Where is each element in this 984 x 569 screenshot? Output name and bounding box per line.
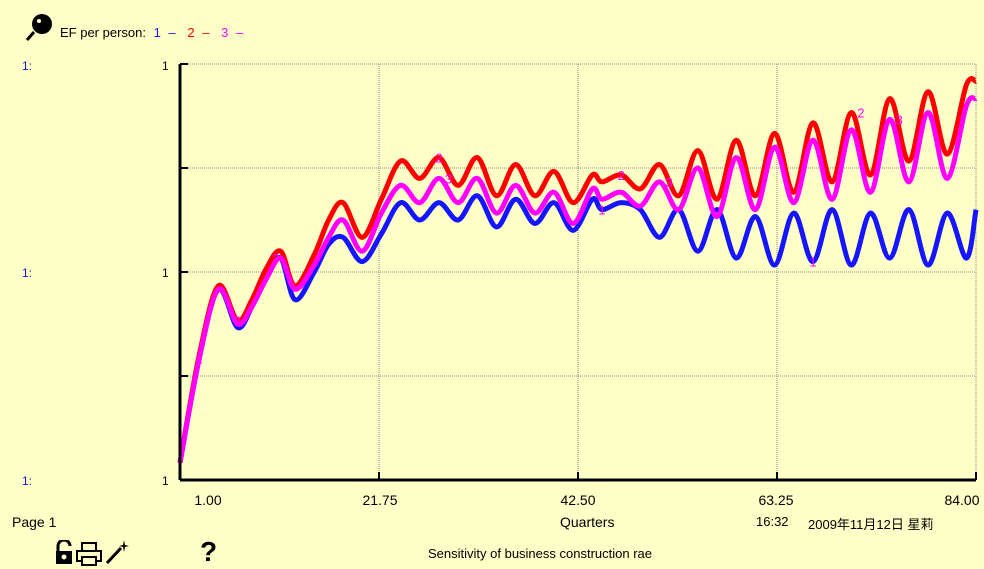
y-value-bot: 1	[162, 474, 169, 488]
date-stamp: 2009年11月12日 星莉	[808, 517, 934, 532]
series-line-1	[177, 193, 979, 464]
legend-item-3: 3 –	[221, 25, 247, 40]
series-marker-2: 2	[618, 168, 625, 183]
time-stamp: 16:32	[756, 514, 789, 529]
legend-label: 3	[221, 25, 229, 40]
legend-prefix: EF per person:	[60, 25, 146, 40]
series-marker-1: 1	[598, 203, 605, 218]
series-marker-1: 1	[809, 255, 816, 270]
lock-icon[interactable]	[54, 540, 74, 566]
series-line-2	[177, 76, 977, 464]
legend-item-1: 1 –	[154, 25, 180, 40]
chart-legend: EF per person: 1 – 2 – 3 –	[60, 25, 251, 40]
legend-dash: –	[202, 25, 210, 40]
series-marker-3: 3	[665, 175, 672, 190]
y-value-top: 1	[162, 59, 169, 73]
x-tick: 1.00	[194, 492, 222, 508]
legend-dash: –	[168, 25, 176, 40]
series-marker-3: 3	[445, 171, 452, 186]
page-label: Page 1	[12, 514, 57, 530]
series-marker-1: 1	[196, 352, 203, 367]
help-icon[interactable]: ?	[200, 536, 218, 567]
wand-icon[interactable]	[104, 538, 130, 566]
series-marker-2: 2	[234, 314, 241, 329]
chart-lines	[177, 76, 979, 464]
x-tick: 21.75	[362, 492, 398, 508]
pin-icon[interactable]	[24, 12, 56, 42]
x-axis-label: Quarters	[560, 514, 615, 530]
series-marker-3: 3	[272, 251, 279, 266]
x-tick: 84.00	[944, 492, 980, 508]
y-series-bot: 1:	[22, 474, 33, 488]
series-line-3	[177, 95, 978, 464]
y-value-mid: 1	[162, 266, 169, 280]
x-tick: 42.50	[560, 492, 596, 508]
series-marker-3: 3	[896, 112, 903, 127]
series-marker-2: 2	[857, 106, 864, 121]
print-icon[interactable]	[76, 542, 102, 566]
chart-subtitle: Sensitivity of business construction rae	[428, 546, 652, 561]
legend-label: 1	[153, 25, 161, 40]
y-series-top: 1:	[22, 59, 33, 73]
legend-item-2: 2 –	[187, 25, 213, 40]
legend-label: 2	[187, 25, 195, 40]
x-tick: 63.25	[758, 492, 794, 508]
y-series-mid: 1:	[22, 266, 33, 280]
legend-dash: –	[235, 25, 244, 40]
series-marker-2: 2	[435, 151, 442, 166]
